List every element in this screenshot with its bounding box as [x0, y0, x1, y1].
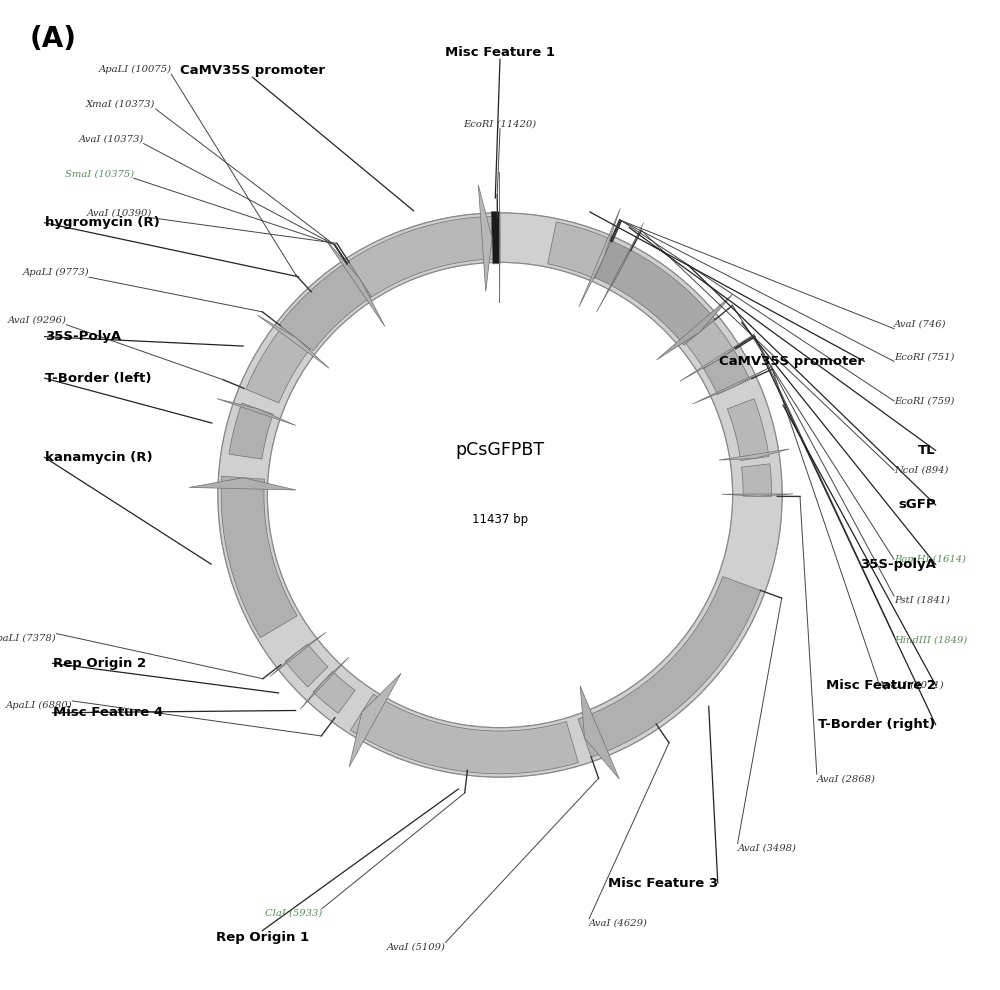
- Polygon shape: [719, 448, 789, 460]
- Polygon shape: [578, 576, 761, 757]
- Text: sGFP: sGFP: [898, 498, 936, 512]
- Text: AvaI (4629): AvaI (4629): [589, 919, 648, 928]
- Text: TL: TL: [918, 444, 936, 457]
- Polygon shape: [285, 644, 328, 687]
- Text: ClaI (5933): ClaI (5933): [265, 909, 322, 918]
- Polygon shape: [680, 334, 755, 381]
- Polygon shape: [279, 261, 372, 350]
- Text: ApaLI (7378): ApaLI (7378): [0, 634, 56, 643]
- Text: BamHI (1614): BamHI (1614): [894, 554, 966, 564]
- Text: PstI (1841): PstI (1841): [894, 596, 950, 605]
- Text: NcoI (894): NcoI (894): [894, 465, 948, 475]
- Polygon shape: [742, 464, 772, 496]
- Polygon shape: [221, 476, 297, 638]
- Text: Rep Origin 1: Rep Origin 1: [216, 931, 309, 943]
- Text: ApaLI (9773): ApaLI (9773): [23, 268, 89, 277]
- Polygon shape: [189, 478, 296, 490]
- Text: T-Border (left): T-Border (left): [45, 371, 151, 385]
- Text: EcoRI (751): EcoRI (751): [894, 352, 954, 361]
- Text: Misc Feature 4: Misc Feature 4: [53, 706, 163, 720]
- Polygon shape: [597, 223, 644, 312]
- Polygon shape: [350, 694, 578, 774]
- Polygon shape: [580, 686, 619, 779]
- Text: AvaI (2868): AvaI (2868): [817, 774, 876, 783]
- Text: SmaI (10375): SmaI (10375): [65, 169, 134, 178]
- Text: EcoRI (11420): EcoRI (11420): [463, 120, 537, 129]
- Text: ApaLI (2071): ApaLI (2071): [878, 681, 945, 690]
- Polygon shape: [246, 327, 310, 403]
- Polygon shape: [325, 239, 385, 327]
- Polygon shape: [686, 321, 734, 368]
- Polygon shape: [348, 217, 493, 297]
- Polygon shape: [349, 673, 401, 767]
- Polygon shape: [657, 294, 733, 359]
- Polygon shape: [692, 366, 773, 404]
- Text: Misc Feature 2: Misc Feature 2: [826, 678, 936, 692]
- Text: T-Border (right): T-Border (right): [818, 718, 936, 732]
- Polygon shape: [579, 208, 620, 307]
- Polygon shape: [727, 399, 769, 460]
- Polygon shape: [704, 350, 750, 394]
- Text: (A): (A): [30, 25, 77, 52]
- Polygon shape: [548, 222, 612, 279]
- Polygon shape: [612, 250, 715, 346]
- Text: AvaI (746): AvaI (746): [894, 320, 947, 329]
- Polygon shape: [257, 315, 329, 368]
- Text: AvaI (5109): AvaI (5109): [387, 942, 446, 951]
- Text: CaMV35S promoter: CaMV35S promoter: [719, 354, 864, 368]
- Text: ApaLI (10075): ApaLI (10075): [98, 65, 171, 74]
- Text: XmaI (10373): XmaI (10373): [86, 100, 155, 109]
- Text: CaMV35S promoter: CaMV35S promoter: [180, 64, 325, 77]
- Text: Misc Feature 3: Misc Feature 3: [608, 876, 718, 890]
- Text: AvaI (3498): AvaI (3498): [738, 843, 796, 852]
- Text: AvaI (9296): AvaI (9296): [8, 316, 66, 325]
- Polygon shape: [595, 241, 631, 286]
- Polygon shape: [478, 185, 492, 292]
- Polygon shape: [491, 212, 500, 264]
- Polygon shape: [722, 494, 793, 496]
- Text: 35S-PolyA: 35S-PolyA: [45, 330, 121, 344]
- Text: pCsGFPBT: pCsGFPBT: [455, 442, 545, 459]
- Text: hygromycin (R): hygromycin (R): [45, 216, 159, 230]
- Text: 11437 bp: 11437 bp: [472, 513, 528, 527]
- Text: HindIII (1849): HindIII (1849): [894, 636, 967, 644]
- Text: 35S-polyA: 35S-polyA: [860, 557, 936, 571]
- Text: EcoRI (759): EcoRI (759): [894, 396, 954, 406]
- Text: Rep Origin 2: Rep Origin 2: [53, 656, 146, 670]
- Text: kanamycin (R): kanamycin (R): [45, 450, 152, 464]
- Text: AvaI (10373): AvaI (10373): [78, 135, 144, 144]
- Text: Misc Feature 1: Misc Feature 1: [445, 47, 555, 59]
- Text: ApaLI (6880): ApaLI (6880): [6, 701, 72, 710]
- Polygon shape: [313, 671, 355, 713]
- Polygon shape: [300, 657, 349, 709]
- Polygon shape: [270, 633, 326, 676]
- Polygon shape: [229, 403, 273, 459]
- Text: AvaI (10390): AvaI (10390): [86, 209, 152, 218]
- Polygon shape: [217, 399, 296, 426]
